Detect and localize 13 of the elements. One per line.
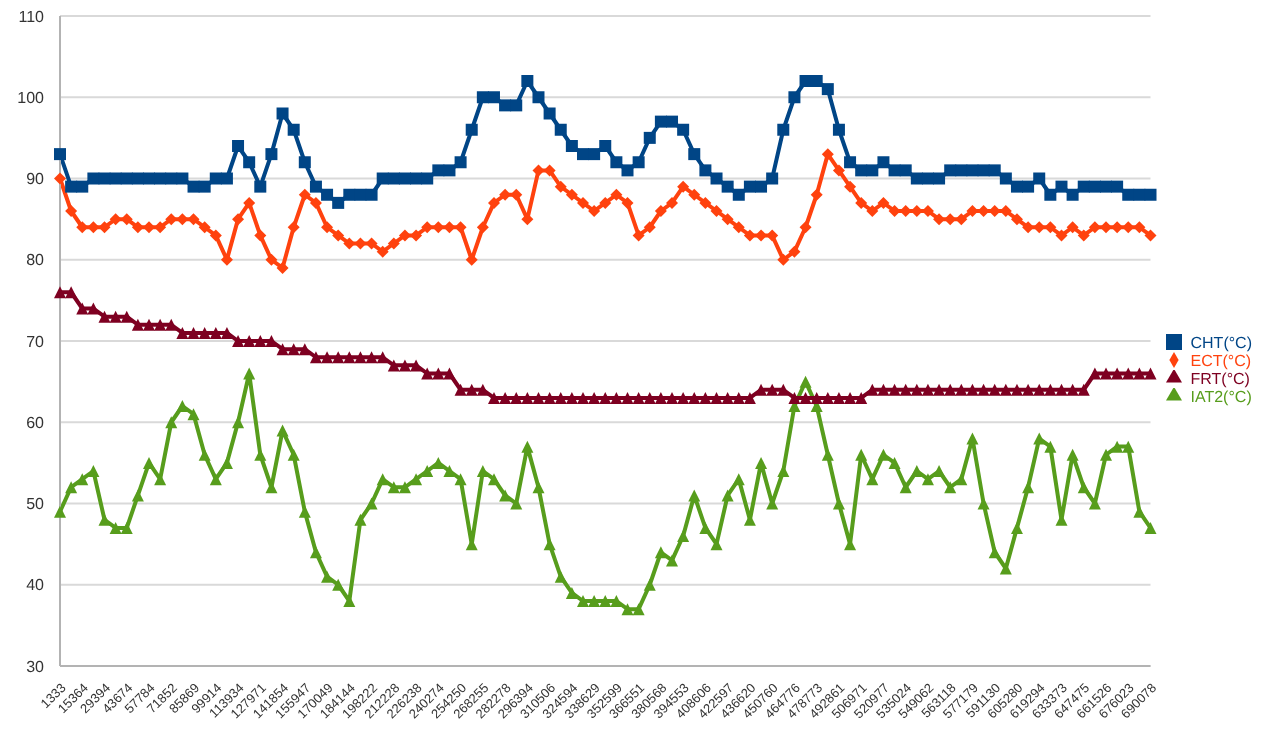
y-tick-label: 60 (26, 413, 46, 432)
legend-label: IAT2(°C) (1190, 387, 1252, 405)
legend-label: FRT(°C) (1190, 369, 1250, 387)
y-tick-label: 70 (26, 332, 46, 351)
y-tick-label: 100 (17, 88, 46, 107)
y-tick-label: 50 (26, 495, 46, 514)
legend-label: ECT(°C) (1190, 351, 1252, 369)
y-tick-label: 90 (26, 170, 46, 189)
y-tick-label: 30 (26, 657, 46, 676)
legend-label: CHT(°C) (1190, 333, 1252, 351)
y-tick-label: 40 (26, 576, 46, 595)
y-tick-label: 80 (26, 251, 46, 270)
y-tick-label: 110 (18, 7, 46, 26)
